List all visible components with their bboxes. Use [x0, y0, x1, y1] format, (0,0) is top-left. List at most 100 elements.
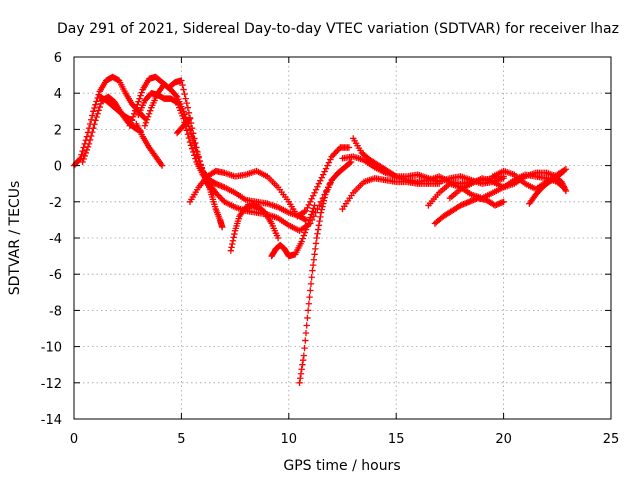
data-point — [308, 211, 315, 218]
data-point — [319, 203, 326, 210]
data-point — [306, 293, 313, 301]
data-point — [307, 198, 314, 205]
data-point — [135, 98, 142, 105]
data-point — [191, 140, 198, 148]
data-point — [126, 122, 134, 129]
y-tick-label: -2 — [49, 196, 62, 211]
data-point — [129, 113, 137, 120]
data-point — [91, 104, 98, 112]
data-point — [315, 222, 323, 229]
data-point — [301, 344, 308, 352]
data-point — [94, 110, 101, 117]
data-point — [229, 237, 237, 244]
data-point — [184, 104, 192, 111]
data-point — [193, 147, 200, 155]
data-point — [346, 159, 354, 167]
data-point — [188, 133, 196, 140]
data-point — [82, 149, 90, 157]
data-point — [500, 198, 507, 205]
data-point — [302, 207, 310, 215]
y-tick-label: -6 — [49, 268, 62, 283]
data-point — [324, 162, 331, 169]
data-point — [302, 337, 309, 344]
data-point — [134, 101, 141, 108]
data-point — [311, 202, 318, 209]
x-tick-label: 15 — [388, 432, 405, 447]
series-track-13 — [268, 202, 318, 260]
data-point — [303, 223, 311, 230]
data-point — [219, 223, 226, 231]
x-axis-label: GPS time / hours — [283, 458, 400, 474]
data-point — [321, 168, 328, 175]
data-point — [307, 287, 314, 294]
series-track-14 — [296, 158, 355, 386]
data-point — [93, 113, 100, 121]
series-track-20 — [446, 167, 567, 202]
data-point — [79, 147, 86, 155]
data-point — [182, 114, 189, 121]
data-point — [227, 247, 235, 254]
plot-frame — [73, 56, 612, 420]
data-point — [230, 234, 237, 241]
data-point — [301, 208, 308, 215]
series-track-5 — [133, 120, 166, 169]
data-point — [195, 154, 202, 161]
data-point — [185, 134, 193, 142]
data-point — [317, 213, 324, 221]
data-point — [311, 189, 318, 196]
data-point — [561, 166, 568, 174]
data-point — [178, 77, 185, 84]
data-point — [304, 220, 312, 227]
x-tick-label: 20 — [495, 432, 512, 447]
data-point — [274, 234, 282, 242]
data-point — [300, 232, 308, 239]
data-point — [308, 195, 315, 202]
data-point — [182, 95, 189, 102]
data-point — [317, 209, 325, 216]
x-tick-label: 25 — [603, 432, 620, 447]
data-point — [309, 267, 316, 274]
data-point — [297, 370, 305, 377]
data-point — [194, 151, 201, 158]
data-point — [190, 148, 197, 156]
data-point — [138, 89, 145, 96]
data-point — [141, 122, 149, 129]
data-point — [192, 144, 199, 151]
y-tick-label: -8 — [49, 304, 62, 319]
series-track-3 — [96, 93, 136, 124]
data-point — [229, 240, 236, 248]
data-point — [187, 142, 195, 149]
data-point — [309, 261, 317, 269]
data-point — [345, 144, 353, 151]
data-point — [132, 107, 139, 114]
data-point — [319, 200, 327, 207]
data-point — [172, 92, 180, 99]
data-point — [312, 209, 319, 216]
data-point — [231, 230, 238, 238]
data-point — [304, 307, 312, 314]
data-point — [145, 110, 153, 117]
data-point — [319, 171, 327, 178]
data-point — [144, 113, 152, 120]
data-point — [184, 131, 192, 138]
data-point — [90, 108, 97, 115]
data-point — [562, 166, 570, 173]
data-point — [299, 235, 306, 242]
data-point — [196, 157, 203, 165]
y-tick-label: -14 — [41, 413, 62, 428]
series-track-12 — [227, 202, 282, 254]
data-point — [305, 201, 313, 209]
y-tick-label: -4 — [49, 232, 62, 247]
x-tick-label: 10 — [281, 432, 298, 447]
series-track-8 — [173, 115, 194, 137]
data-point — [78, 151, 85, 158]
data-point — [312, 240, 320, 247]
data-point — [305, 300, 313, 307]
data-point — [314, 183, 321, 190]
series-track-19 — [431, 194, 507, 227]
data-point — [303, 322, 310, 329]
data-point — [327, 156, 334, 163]
data-point — [84, 143, 92, 151]
data-point — [320, 197, 328, 204]
